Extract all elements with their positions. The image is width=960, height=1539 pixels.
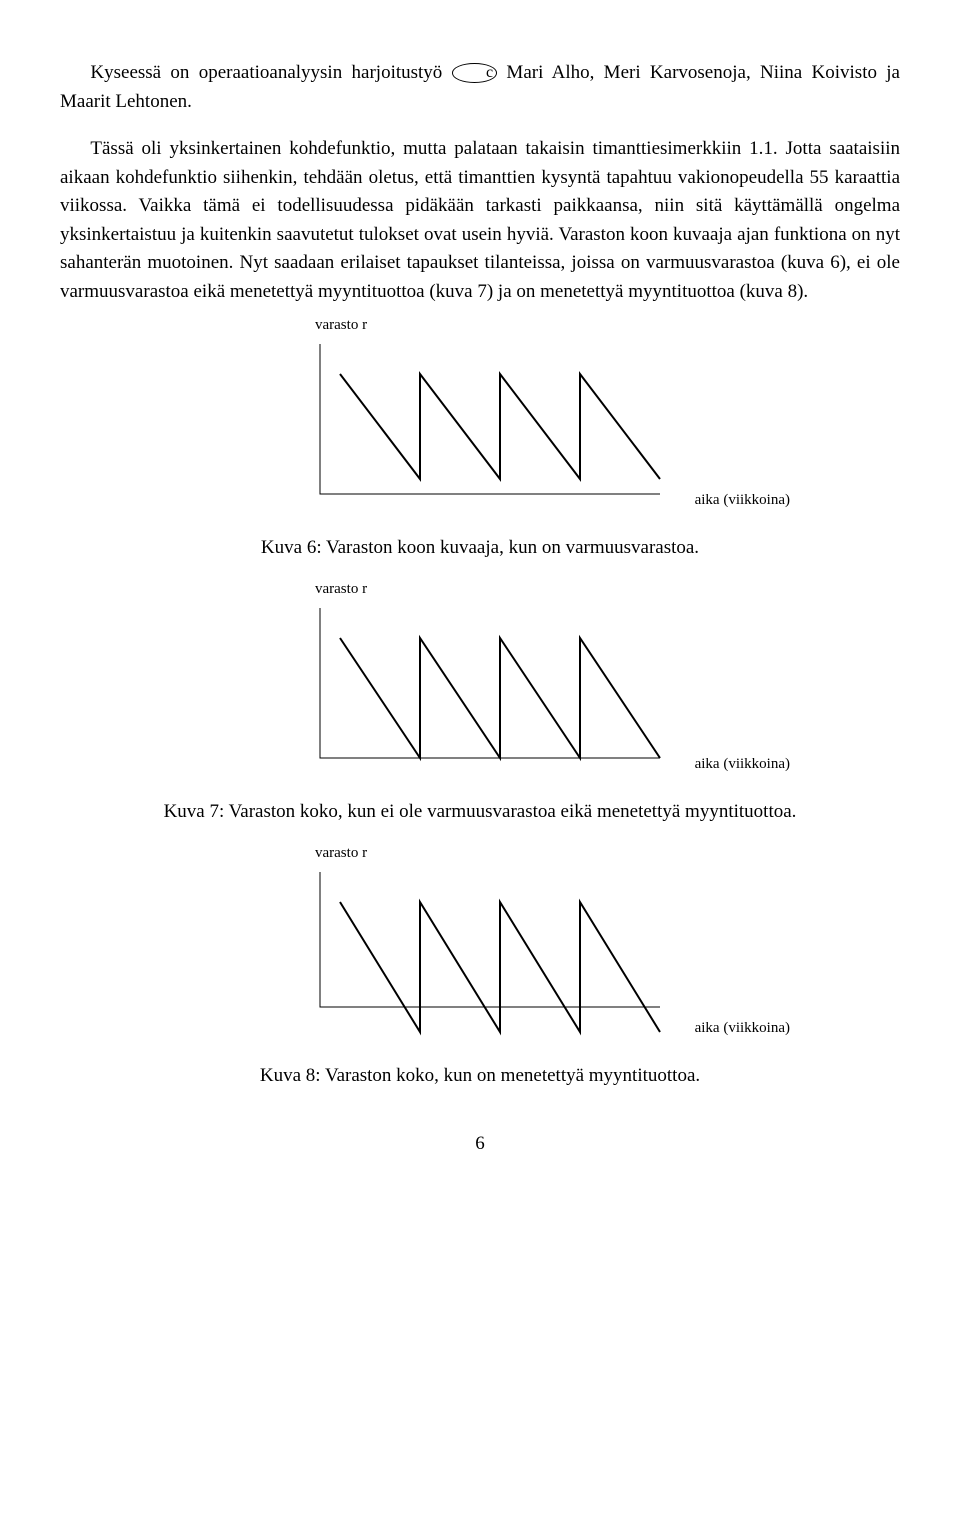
sawtooth-chart-icon bbox=[280, 598, 680, 778]
figure-7-plot: varasto r aika (viikkoina) bbox=[280, 598, 680, 788]
header-prefix: Kyseessä on operaatioanalyysin harjoitus… bbox=[90, 62, 451, 83]
sawtooth-chart-icon bbox=[280, 862, 680, 1042]
figure-6-caption: Kuva 6: Varaston koon kuvaaja, kun on va… bbox=[60, 534, 900, 563]
figure-7-caption: Kuva 7: Varaston koko, kun ei ole varmuu… bbox=[60, 798, 900, 827]
sawtooth-path bbox=[340, 374, 660, 479]
figure-6-x-label: aika (viikkoina) bbox=[695, 489, 790, 512]
sawtooth-chart-icon bbox=[280, 334, 680, 514]
sawtooth-path bbox=[340, 902, 660, 1032]
figure-8-caption: Kuva 8: Varaston koko, kun on menetettyä… bbox=[60, 1062, 900, 1091]
figure-6-y-label: varasto r bbox=[315, 314, 367, 337]
figure-7-y-label: varasto r bbox=[315, 578, 367, 601]
axes-path bbox=[320, 872, 660, 1007]
page-number: 6 bbox=[60, 1130, 900, 1159]
figure-8-x-label: aika (viikkoina) bbox=[695, 1017, 790, 1040]
figure-7-x-label: aika (viikkoina) bbox=[695, 753, 790, 776]
axes-path bbox=[320, 344, 660, 494]
copyright-icon: c bbox=[452, 63, 498, 83]
sawtooth-path bbox=[340, 638, 660, 758]
figure-8-y-label: varasto r bbox=[315, 842, 367, 865]
figure-6: varasto r aika (viikkoina) Kuva 6: Varas… bbox=[60, 334, 900, 562]
body-paragraph: Tässä oli yksinkertainen kohdefunktio, m… bbox=[60, 135, 900, 306]
copyright-line: Kyseessä on operaatioanalyysin harjoitus… bbox=[60, 59, 900, 116]
figure-8: varasto r aika (viikkoina) Kuva 8: Varas… bbox=[60, 862, 900, 1090]
figure-7: varasto r aika (viikkoina) Kuva 7: Varas… bbox=[60, 598, 900, 826]
figure-8-plot: varasto r aika (viikkoina) bbox=[280, 862, 680, 1052]
figure-6-plot: varasto r aika (viikkoina) bbox=[280, 334, 680, 524]
